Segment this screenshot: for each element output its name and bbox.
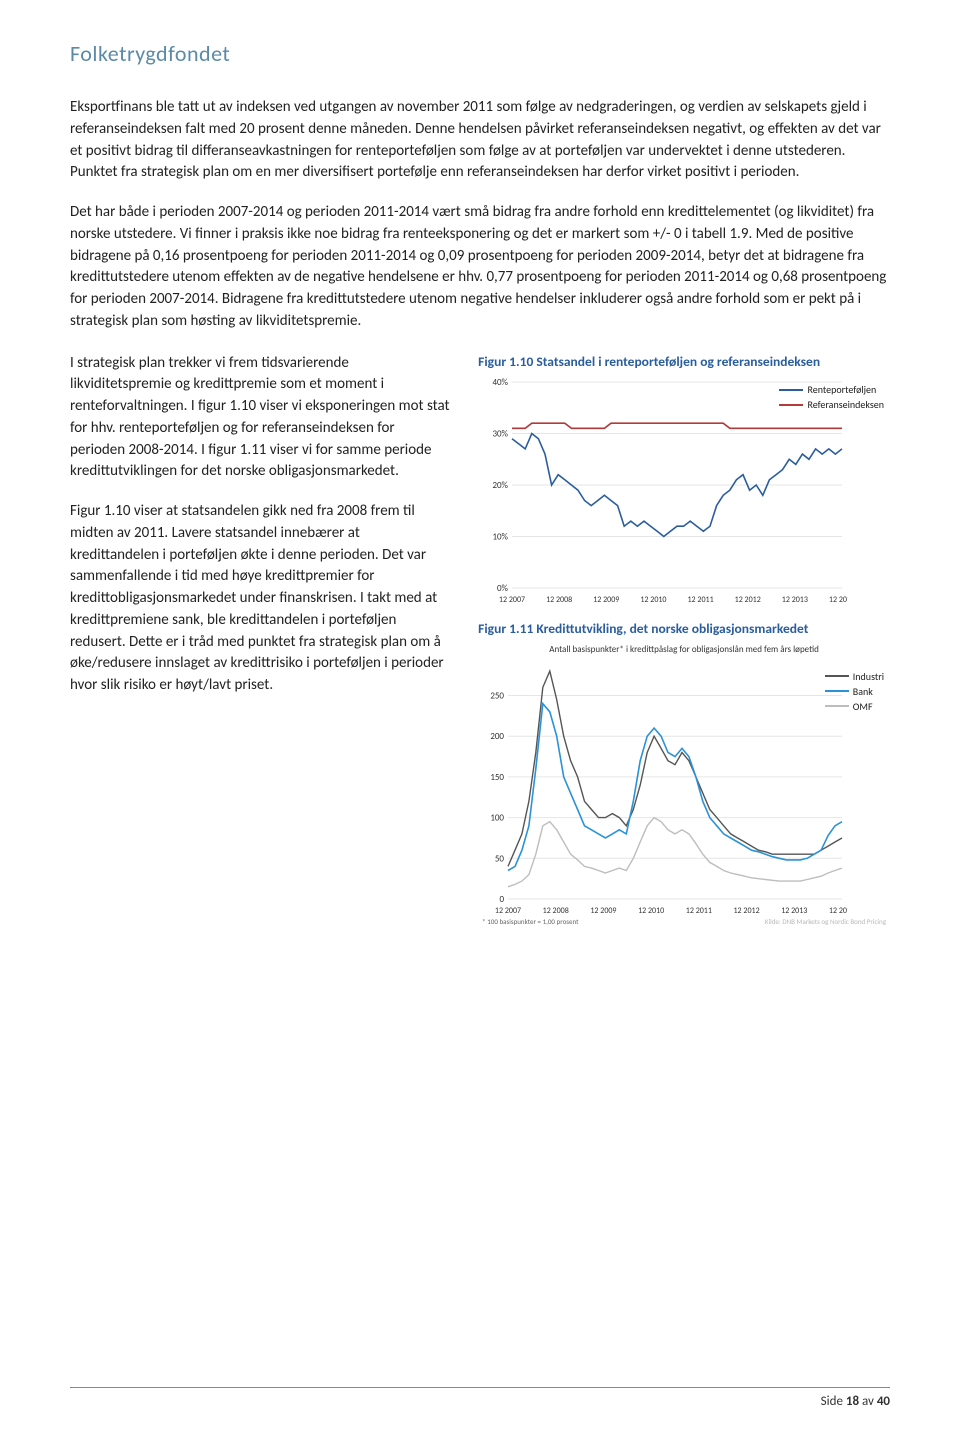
footer-middle: av (859, 1394, 877, 1409)
svg-text:10%: 10% (493, 532, 509, 543)
footer-total: 40 (877, 1394, 890, 1409)
footnote-right: Kilde: DNB Markets og Nordic Bond Pricin… (765, 917, 886, 926)
svg-text:12 2010: 12 2010 (638, 906, 664, 916)
logo: Folketrygdfondet (70, 40, 890, 67)
svg-text:200: 200 (490, 731, 504, 742)
fig110-title: Figur 1.10 Statsandel i renteporteføljen… (478, 353, 890, 371)
svg-text:12 2011: 12 2011 (688, 595, 714, 605)
footer-prefix: Side (821, 1394, 846, 1409)
svg-text:12 2013: 12 2013 (782, 595, 808, 605)
svg-text:50: 50 (495, 853, 505, 864)
legend-item: Referanseindeksen (779, 397, 884, 412)
svg-text:0: 0 (500, 894, 505, 905)
svg-text:12 2010: 12 2010 (641, 595, 667, 605)
page-footer: Side 18 av 40 (70, 1387, 890, 1409)
svg-text:12 2014: 12 2014 (829, 595, 848, 605)
footnote-left: * 100 basispunkter = 1,00 prosent (482, 917, 578, 926)
svg-text:150: 150 (490, 772, 504, 783)
svg-text:0%: 0% (497, 583, 509, 594)
legend-110: RenteporteføljenReferanseindeksen (779, 382, 884, 412)
svg-text:12 2008: 12 2008 (543, 906, 569, 916)
fig111-footnote: * 100 basispunkter = 1,00 prosent Kilde:… (478, 917, 890, 926)
svg-text:20%: 20% (493, 480, 509, 491)
svg-text:12 2009: 12 2009 (591, 906, 617, 916)
svg-text:12 2007: 12 2007 (499, 595, 525, 605)
svg-text:12 2012: 12 2012 (735, 595, 761, 605)
paragraph-2: Det har både i perioden 2007-2014 og per… (70, 202, 890, 333)
legend-item: Industri (825, 669, 884, 684)
svg-text:12 2013: 12 2013 (781, 906, 807, 916)
paragraph-1: Eksportfinans ble tatt ut av indeksen ve… (70, 97, 890, 184)
svg-text:12 2009: 12 2009 (593, 595, 619, 605)
paragraph-4: Figur 1.10 viser at statsandelen gikk ne… (70, 501, 450, 697)
svg-text:12 2011: 12 2011 (686, 906, 712, 916)
svg-text:12 2007: 12 2007 (495, 906, 521, 916)
svg-text:12 2014: 12 2014 (829, 906, 848, 916)
legend-111: IndustriBankOMF (825, 669, 884, 714)
fig111-subtitle: Antall basispunkter* i kredittpåslag for… (478, 644, 890, 655)
svg-text:40%: 40% (493, 377, 509, 388)
legend-item: Bank (825, 684, 884, 699)
legend-item: Renteporteføljen (779, 382, 884, 397)
svg-text:12 2012: 12 2012 (734, 906, 760, 916)
paragraph-3: I strategisk plan trekker vi frem tidsva… (70, 353, 450, 484)
footer-page: 18 (846, 1394, 859, 1409)
fig111-title: Figur 1.11 Kredittutvikling, det norske … (478, 620, 890, 638)
svg-text:100: 100 (490, 812, 504, 823)
svg-text:12 2008: 12 2008 (546, 595, 572, 605)
svg-text:30%: 30% (493, 429, 509, 440)
chart-110: RenteporteføljenReferanseindeksen 0% 10% 2… (478, 376, 890, 606)
svg-text:250: 250 (490, 690, 504, 701)
chart-111: IndustriBankOMF 0 50 100 150 200 250 12 2007 12… (478, 657, 890, 917)
legend-item: OMF (825, 699, 884, 714)
